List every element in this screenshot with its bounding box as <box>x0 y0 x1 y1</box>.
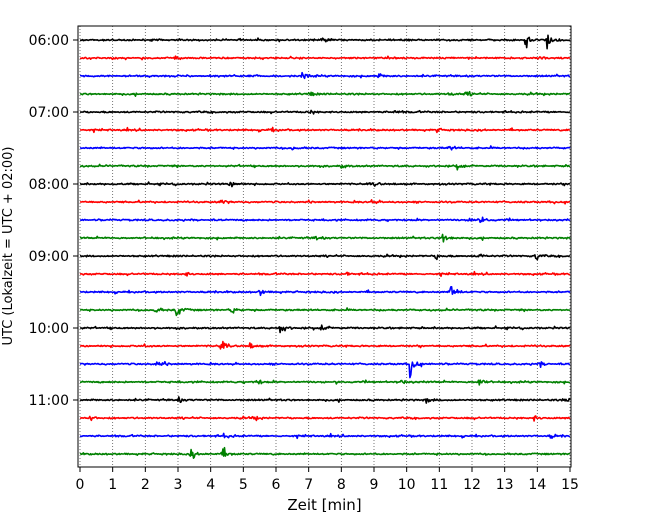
trace-1000 <box>79 324 571 334</box>
y-tick-label-0900: 09:00 <box>29 249 69 265</box>
x-tick-label-12: 12 <box>463 477 481 493</box>
trace-0845 <box>79 233 571 243</box>
y-axis-ticks: 06:00 07:00 08:00 09:00 10:00 11:00 <box>29 33 78 409</box>
trace-0630 <box>79 71 571 80</box>
trace-1030 <box>79 360 571 379</box>
trace-1045 <box>80 379 571 386</box>
trace-0745 <box>79 163 570 171</box>
plot-frame <box>77 25 572 468</box>
trace-0700 <box>80 109 571 115</box>
y-tick-label-0800: 08:00 <box>29 177 69 193</box>
x-tick-label-9: 9 <box>370 477 379 493</box>
trace-0615 <box>79 55 571 61</box>
y-tick-label-0700: 07:00 <box>29 105 69 121</box>
x-tick-label-15: 15 <box>561 477 579 493</box>
x-tick-label-11: 11 <box>430 477 448 493</box>
trace-0730 <box>79 145 571 151</box>
x-tick-label-0: 0 <box>76 477 85 493</box>
trace-0800 <box>79 181 571 188</box>
trace-1015 <box>79 340 571 350</box>
trace-1100 <box>79 396 571 404</box>
x-tick-label-5: 5 <box>239 477 248 493</box>
trace-0715 <box>79 126 571 134</box>
trace-0815 <box>79 199 570 205</box>
x-axis-ticks: 0 1 2 3 4 5 6 7 8 9 10 11 12 13 14 15 <box>76 467 579 493</box>
trace-0900 <box>79 253 571 261</box>
x-tick-label-13: 13 <box>496 477 514 493</box>
y-tick-label-1000: 10:00 <box>29 321 69 337</box>
trace-0645 <box>79 90 570 97</box>
x-axis-label: Zeit [min] <box>287 496 361 514</box>
x-tick-label-8: 8 <box>337 477 346 493</box>
seismic-traces <box>79 34 571 459</box>
trace-1130 <box>79 432 571 440</box>
x-tick-label-2: 2 <box>141 477 150 493</box>
x-tick-label-6: 6 <box>272 477 281 493</box>
trace-0830 <box>79 216 571 224</box>
trace-1145 <box>79 446 571 459</box>
x-tick-label-3: 3 <box>174 477 183 493</box>
x-tick-label-1: 1 <box>108 477 117 493</box>
y-tick-label-1100: 11:00 <box>29 393 69 409</box>
trace-1115 <box>79 415 571 422</box>
trace-0915 <box>79 270 571 278</box>
x-tick-label-10: 10 <box>398 477 416 493</box>
y-tick-label-0600: 06:00 <box>29 33 69 49</box>
y-axis-label: UTC (Lokalzeit = UTC + 02:00) <box>1 147 16 346</box>
trace-0945 <box>79 307 571 317</box>
trace-0600 <box>79 34 571 50</box>
x-tick-label-14: 14 <box>528 477 546 493</box>
x-tick-label-7: 7 <box>304 477 313 493</box>
x-tick-label-4: 4 <box>206 477 215 493</box>
trace-0930 <box>79 286 571 297</box>
